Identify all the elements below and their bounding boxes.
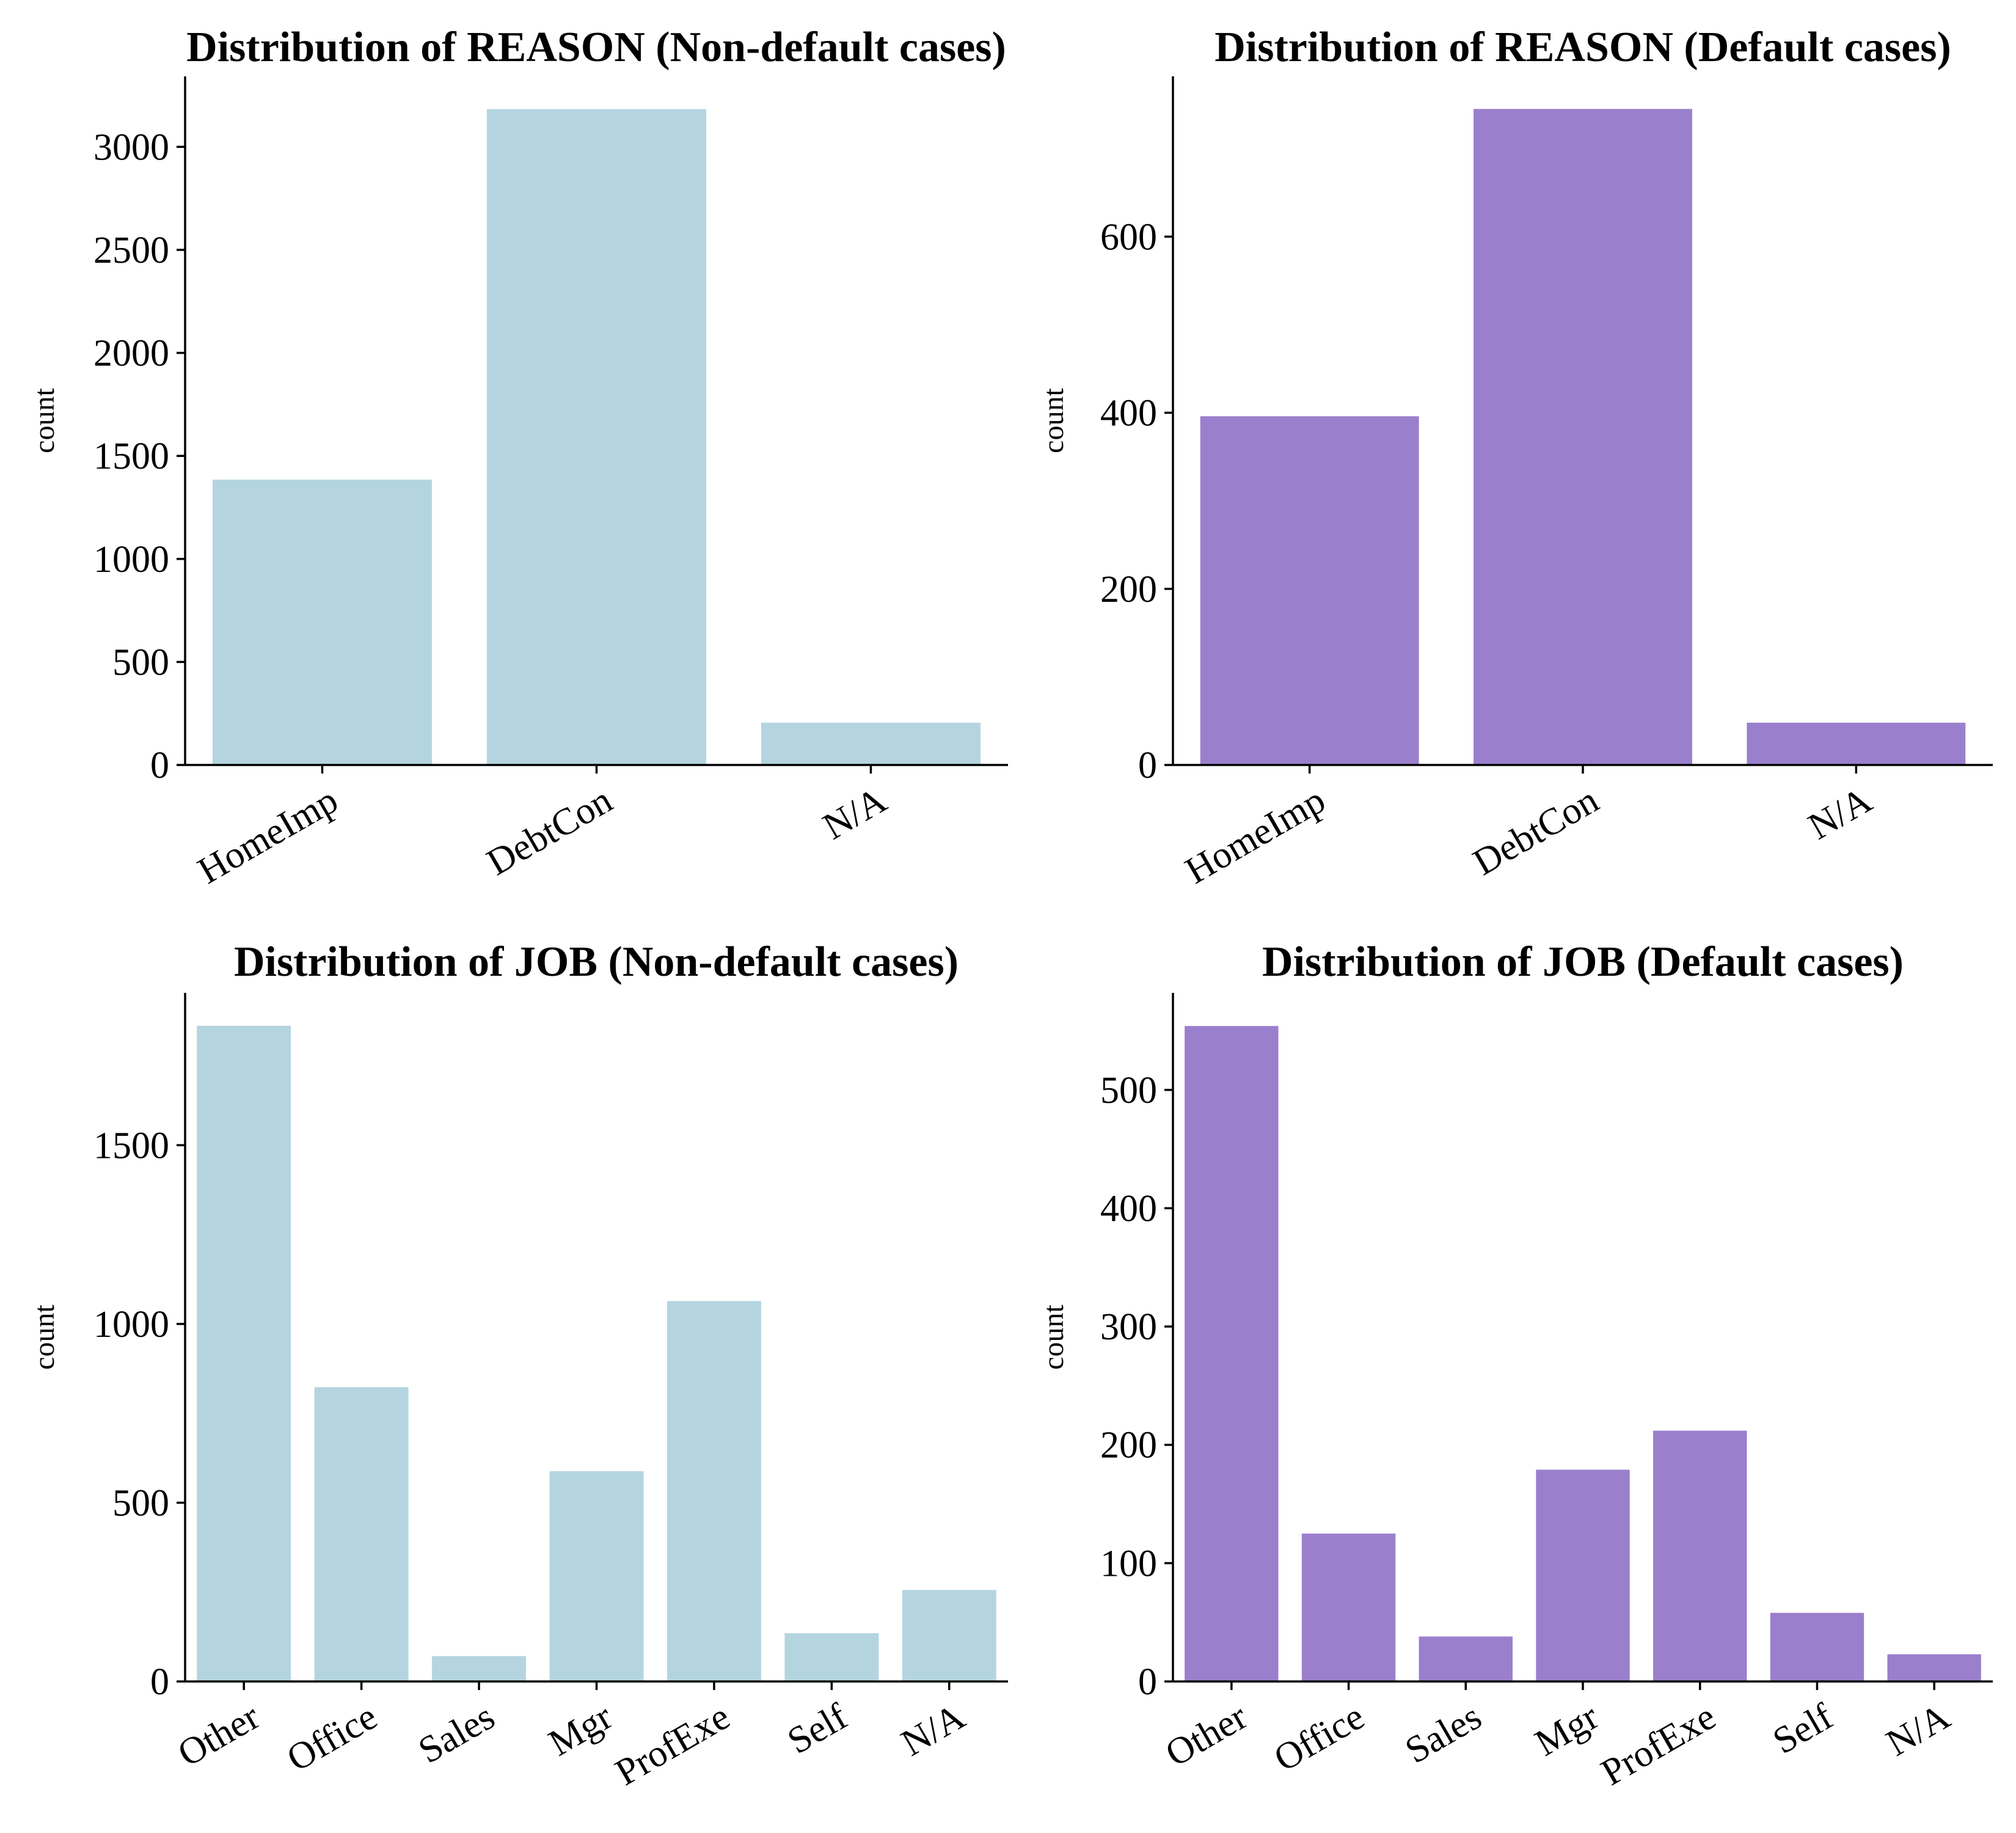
bar-profexe (1653, 1430, 1747, 1681)
bar-other (197, 1025, 291, 1681)
y-tick-label: 1000 (93, 539, 169, 580)
chart-panel-3: Distribution of JOB (Non-default cases) c… (28, 938, 1008, 1794)
x-tick-label: ProfExe (608, 1696, 737, 1793)
x-tick-label: N/A (1880, 1696, 1957, 1764)
x-tick-label: Sales (412, 1696, 502, 1771)
y-tick-label: 2500 (93, 230, 169, 271)
y-tick-label: 500 (112, 642, 169, 683)
chart-title: Distribution of REASON (Non-default case… (186, 24, 1006, 71)
bar-office (314, 1387, 409, 1681)
y-tick-label: 1000 (93, 1304, 169, 1345)
bar-self (1770, 1612, 1864, 1681)
bar-mgr (1536, 1469, 1630, 1681)
x-tick-label: DebtCon (480, 779, 619, 884)
bar-homeimp (212, 479, 433, 765)
y-axis-label: count (28, 388, 60, 453)
chart-title: Distribution of REASON (Default cases) (1214, 24, 1951, 71)
y-axis-label: count (1037, 1304, 1070, 1370)
x-tick-label: DebtCon (1466, 779, 1605, 884)
chart-panel-2: Distribution of REASON (Default cases) co… (1037, 24, 1993, 892)
y-tick-label: 400 (1100, 1188, 1157, 1229)
y-tick-label: 3000 (93, 126, 169, 168)
x-tick-label: Self (1766, 1696, 1840, 1762)
y-tick-label: 100 (1100, 1543, 1157, 1584)
x-tick-label: Mgr (1528, 1696, 1606, 1764)
y-axis-label: count (1037, 388, 1070, 453)
bar-other (1185, 1026, 1279, 1681)
y-tick-label: 200 (1100, 569, 1157, 610)
x-tick-label: N/A (894, 1696, 972, 1764)
bar-n-a (761, 722, 981, 765)
chart-panel-4: Distribution of JOB (Default cases) count… (1037, 938, 1993, 1794)
y-axis-label: count (28, 1304, 60, 1370)
bar-n-a (902, 1590, 996, 1681)
x-tick-label: Sales (1398, 1696, 1488, 1771)
chart-title: Distribution of JOB (Default cases) (1262, 938, 1904, 986)
x-tick-label: N/A (816, 779, 894, 847)
x-tick-label: Other (171, 1696, 267, 1775)
y-tick-label: 200 (1100, 1425, 1157, 1466)
y-tick-label: 400 (1100, 393, 1157, 434)
y-tick-label: 1500 (93, 436, 169, 477)
bar-profexe (667, 1301, 761, 1681)
y-tick-label: 500 (1100, 1070, 1157, 1111)
y-tick-label: 0 (1138, 745, 1157, 786)
bar-debtcon (1474, 109, 1692, 766)
bar-mgr (549, 1471, 644, 1681)
chart-title: Distribution of JOB (Non-default cases) (234, 938, 959, 986)
y-tick-label: 0 (150, 1661, 169, 1703)
y-tick-label: 300 (1100, 1306, 1157, 1348)
x-tick-label: HomeImp (191, 779, 345, 892)
bar-n-a (1747, 722, 1966, 765)
x-tick-label: Other (1159, 1696, 1255, 1775)
y-tick-label: 500 (112, 1482, 169, 1524)
x-tick-label: Self (781, 1696, 855, 1762)
chart-panel-1: Distribution of REASON (Non-default case… (28, 24, 1008, 892)
bar-debtcon (486, 109, 707, 765)
x-tick-label: Office (1267, 1696, 1371, 1779)
bar-sales (1419, 1636, 1513, 1681)
x-tick-label: Mgr (542, 1696, 619, 1764)
y-tick-label: 1500 (93, 1125, 169, 1166)
y-tick-label: 0 (1138, 1661, 1157, 1703)
bar-sales (432, 1656, 527, 1681)
x-tick-label: HomeImp (1178, 779, 1332, 892)
x-tick-label: N/A (1802, 779, 1879, 847)
y-tick-label: 600 (1100, 216, 1157, 258)
y-tick-label: 0 (150, 745, 169, 786)
bar-self (784, 1633, 879, 1681)
bar-n-a (1887, 1654, 1981, 1681)
x-tick-label: Office (280, 1696, 384, 1779)
y-tick-label: 2000 (93, 333, 169, 375)
bar-office (1301, 1533, 1396, 1681)
bar-homeimp (1200, 416, 1419, 765)
x-tick-label: ProfExe (1594, 1696, 1723, 1793)
